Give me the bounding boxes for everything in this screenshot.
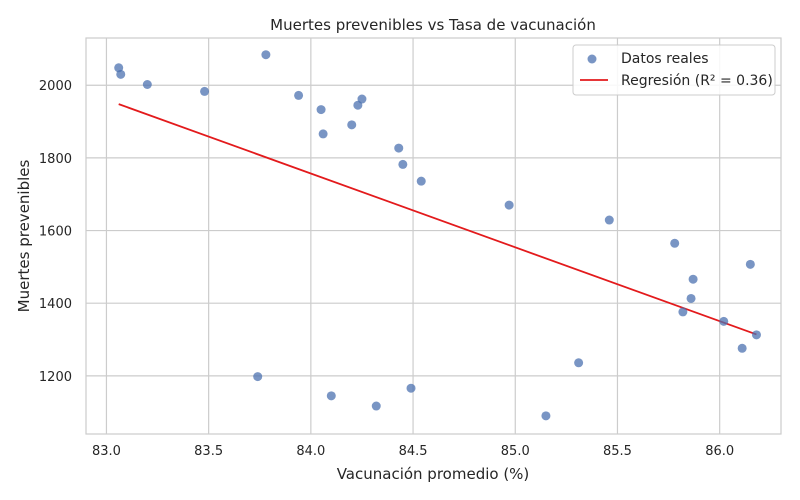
y-tick-label: 1400 (39, 297, 72, 312)
chart-title: Muertes prevenibles vs Tasa de vacunació… (270, 16, 596, 34)
data-point (318, 129, 328, 139)
x-tick-label: 83.0 (92, 444, 121, 459)
legend-box (572, 44, 776, 96)
data-point (688, 274, 698, 284)
plot-area-frame (85, 37, 782, 435)
y-tick-label: 1200 (39, 370, 72, 385)
data-points (114, 50, 761, 421)
data-point (745, 259, 755, 269)
data-point (116, 69, 126, 79)
x-tick-label: 85.0 (501, 444, 530, 459)
x-tick-label: 85.5 (603, 444, 632, 459)
grid (86, 38, 781, 434)
data-point (347, 120, 357, 130)
data-point (316, 105, 326, 115)
data-point (416, 176, 426, 186)
data-point (326, 391, 336, 401)
data-point (142, 80, 152, 90)
data-point (737, 343, 747, 353)
legend-label-datos-reales: Datos reales (621, 51, 709, 67)
data-point (751, 330, 761, 340)
data-point (394, 143, 404, 153)
data-point (719, 316, 729, 326)
legend-marker-datos-reales (587, 54, 597, 64)
x-axis-label: Vacunación promedio (%) (337, 465, 530, 483)
data-point (504, 200, 514, 210)
data-point (294, 90, 304, 100)
tick-labels: 83.0 83.5 84.0 84.5 85.0 85.5 86.0 1200 1400 1600… (39, 79, 734, 459)
y-axis-label: Muertes prevenibles (15, 159, 33, 312)
legend-label-regresion: Regresión (R² = 0.36) (621, 73, 773, 89)
legend: Datos reales Regresión (R² = 0.36) (572, 44, 776, 96)
data-point (670, 238, 680, 248)
x-tick-label: 84.0 (296, 444, 325, 459)
data-point (398, 159, 408, 169)
data-point (604, 215, 614, 225)
regression-layer (118, 103, 757, 336)
x-tick-label: 86.0 (705, 444, 734, 459)
data-point (406, 383, 416, 393)
regression-line (118, 103, 757, 336)
y-tick-label: 2000 (39, 79, 72, 94)
data-point (357, 94, 367, 104)
data-point (253, 372, 263, 382)
data-point (686, 293, 696, 303)
data-point (371, 401, 381, 411)
x-tick-label: 84.5 (399, 444, 428, 459)
data-point (261, 50, 271, 60)
data-point (541, 411, 551, 421)
data-point (574, 358, 584, 368)
data-point (200, 86, 210, 96)
y-tick-label: 1800 (39, 152, 72, 167)
x-tick-label: 83.5 (194, 444, 223, 459)
y-tick-label: 1600 (39, 225, 72, 240)
data-point (678, 307, 688, 317)
